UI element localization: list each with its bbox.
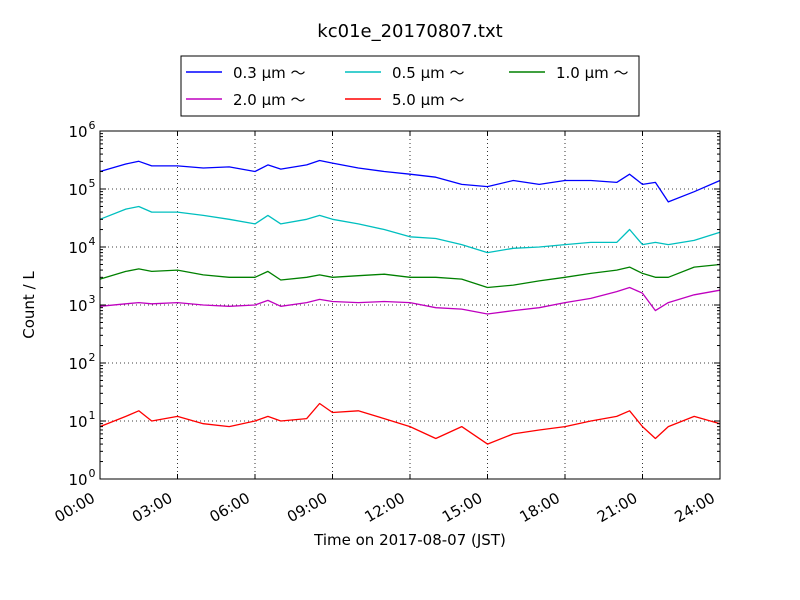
y-tick-exponent: 3 — [89, 293, 96, 306]
y-tick-label: 10 — [68, 297, 87, 315]
y-tick-exponent: 2 — [89, 351, 96, 364]
y-tick-exponent: 1 — [89, 409, 96, 422]
legend-label-0: 0.3 μm ～ — [233, 64, 306, 82]
legend-box — [180, 55, 640, 117]
grid — [100, 131, 720, 479]
y-tick-exponent: 0 — [89, 467, 96, 480]
y-tick-label: 10 — [68, 123, 87, 141]
x-axis-label: Time on 2017-08-07 (JST) — [313, 531, 506, 549]
series-line-2 — [99, 263, 721, 289]
series-line-4 — [99, 402, 721, 445]
y-tick-label: 10 — [68, 471, 87, 489]
legend-label-2: 1.0 μm ～ — [556, 64, 629, 82]
series-layer — [99, 159, 721, 445]
y-tick-label: 10 — [68, 413, 87, 431]
legend-label-4: 5.0 μm ～ — [392, 91, 465, 109]
legend: 0.3 μm ～ 0.5 μm ～ 1.0 μm ～ 2.0 μm ～ 5.0 μm ～ — [180, 55, 640, 117]
legend-label-3: 2.0 μm ～ — [233, 91, 306, 109]
series-line-1 — [99, 205, 721, 254]
y-tick-label: 10 — [68, 181, 87, 199]
legend-label-1: 0.5 μm ～ — [392, 64, 465, 82]
y-tick-exponent: 5 — [89, 177, 96, 190]
y-axis-label: Count / L — [20, 271, 38, 339]
chart-title: kc01e_20170807.txt — [317, 21, 502, 42]
y-tick-label: 10 — [68, 239, 87, 257]
y-tick-exponent: 6 — [89, 119, 96, 132]
series-line-0 — [99, 159, 721, 203]
y-tick-exponent: 4 — [89, 235, 96, 248]
y-tick-label: 10 — [68, 355, 87, 373]
series-line-3 — [99, 286, 721, 315]
